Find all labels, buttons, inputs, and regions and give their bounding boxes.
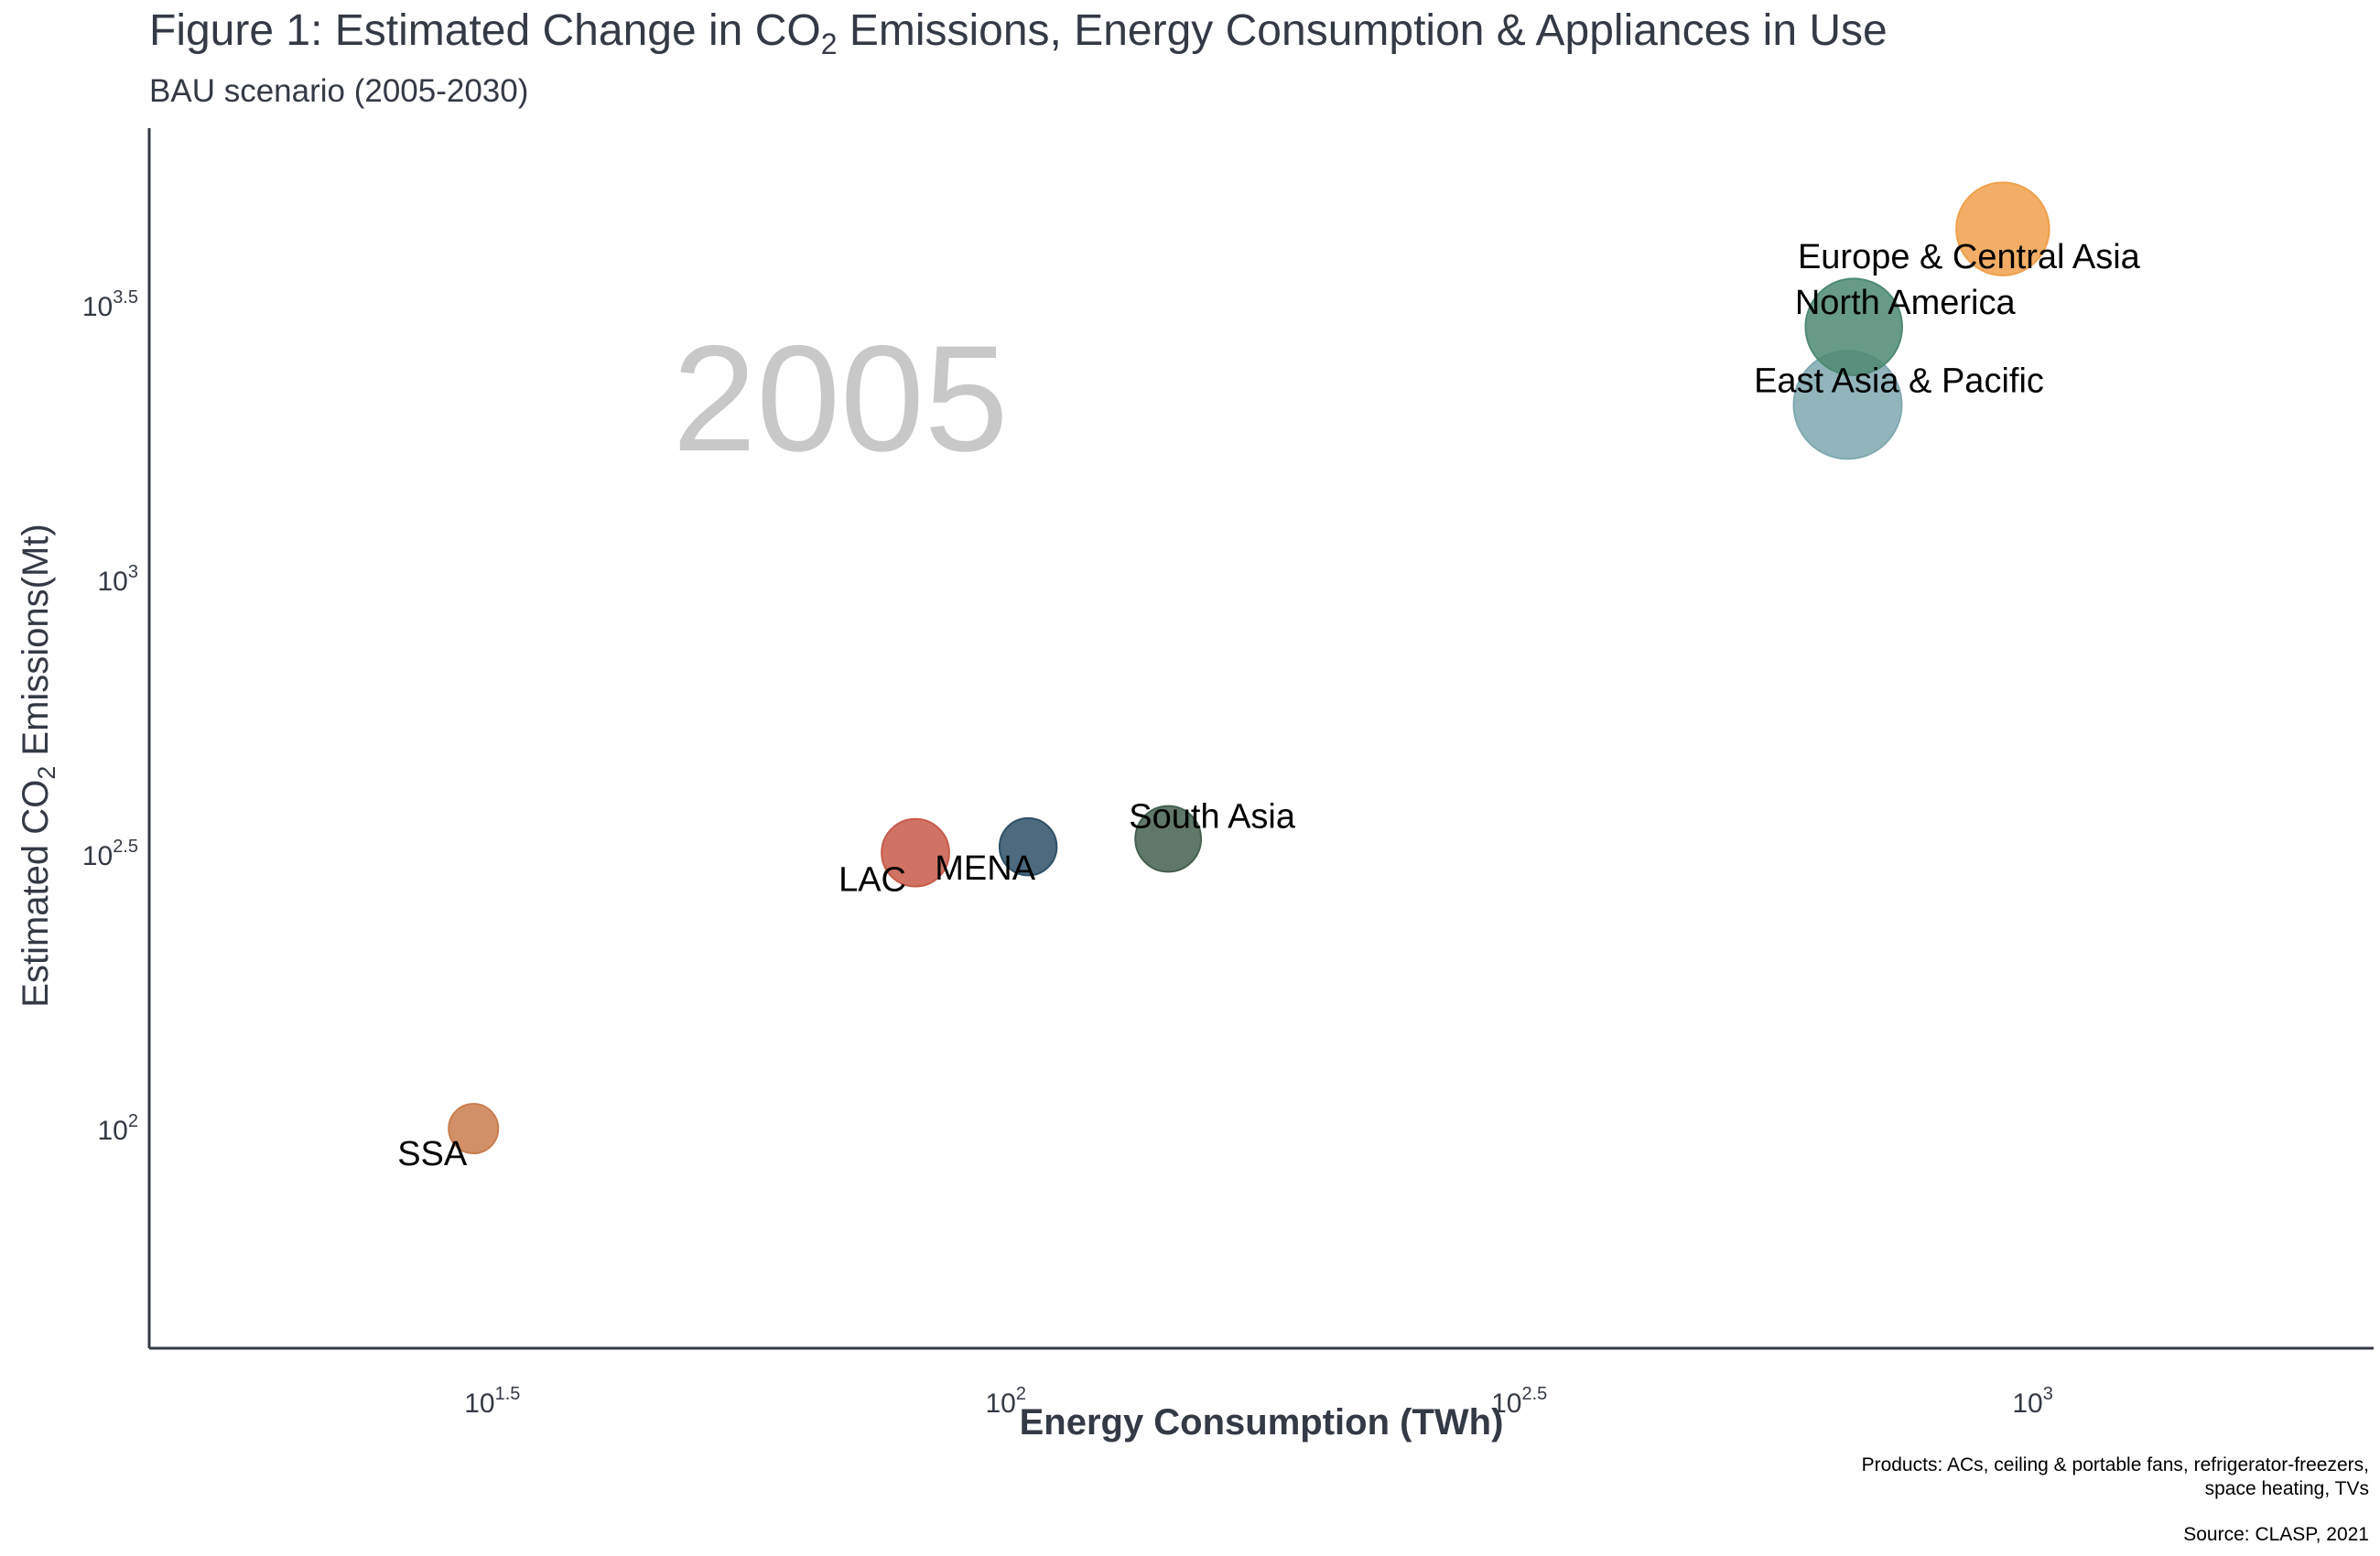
bubble-label: Europe & Central Asia <box>1798 238 2141 276</box>
y-tick-label: 103 <box>98 562 139 597</box>
products-caption-line1: Products: ACs, ceiling & portable fans, … <box>1861 1454 2369 1475</box>
chart-title: Figure 1: Estimated Change in CO2 Emissi… <box>149 5 1888 61</box>
x-tick-labels: 101.5 102 102.5 103 <box>464 1384 2053 1419</box>
bubble-lac <box>881 817 950 888</box>
bubble-south-asia <box>1134 805 1203 873</box>
chart-subtitle: BAU scenario (2005-2030) <box>149 73 529 109</box>
bubble-labels-layer: Europe & Central Asia North America East A… <box>397 238 2140 1173</box>
x-tick-label: 103 <box>2012 1384 2053 1419</box>
source-caption: Source: CLASP, 2021 <box>2183 1524 2369 1545</box>
bubble-mena <box>998 816 1058 877</box>
products-caption-line2: space heating, TVs <box>2204 1478 2369 1499</box>
bubbles-layer <box>448 181 2050 1155</box>
year-annotation: 2005 <box>672 314 1008 482</box>
bubble-label: North America <box>1795 284 2017 322</box>
x-tick-label: 102 <box>985 1384 1026 1419</box>
bubble-label: LAC <box>838 861 906 900</box>
y-tick-label: 102 <box>98 1111 139 1146</box>
y-tick-label: 102.5 <box>82 837 138 871</box>
y-tick-labels: 102 102.5 103 103.5 <box>82 287 138 1146</box>
x-axis-label: Energy Consumption (TWh) <box>1020 1402 1504 1443</box>
bubble-label: South Asia <box>1129 798 1296 837</box>
title-text-suffix: Emissions, Energy Consumption & Applianc… <box>837 6 1888 55</box>
x-tick-label: 101.5 <box>464 1384 520 1419</box>
title-subscript: 2 <box>820 27 838 60</box>
y-tick-label: 103.5 <box>82 287 138 322</box>
x-tick-label: 102.5 <box>1491 1384 1547 1419</box>
bubble-label: MENA <box>935 849 1035 888</box>
bubble-ssa <box>448 1102 500 1155</box>
bubble-europe-central-asia <box>1955 181 2050 276</box>
bubble-north-america <box>1804 277 1903 376</box>
bubble-label: SSA <box>397 1135 468 1173</box>
title-text: Figure 1: Estimated Change in CO <box>149 6 821 55</box>
bubble-label: East Asia & Pacific <box>1754 362 2044 400</box>
y-axis-label: Estimated CO2 Emissions(Mt) <box>16 524 60 1007</box>
products-caption: Products: ACs, ceiling & portable fans, … <box>1862 1453 2369 1501</box>
